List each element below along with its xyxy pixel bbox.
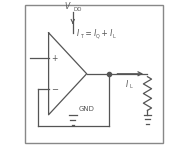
FancyBboxPatch shape <box>25 5 163 143</box>
Text: L: L <box>129 84 132 89</box>
Text: + I: + I <box>99 29 112 38</box>
Text: I: I <box>126 80 128 88</box>
Text: GND: GND <box>79 106 95 112</box>
Text: −: − <box>51 85 58 94</box>
Text: L: L <box>112 34 115 39</box>
Text: V: V <box>65 2 70 11</box>
Text: Q: Q <box>96 34 100 39</box>
Text: = I: = I <box>83 29 96 38</box>
Text: I: I <box>76 29 79 38</box>
Text: T: T <box>80 34 83 39</box>
Text: +: + <box>51 54 58 63</box>
Text: DD: DD <box>74 7 82 12</box>
